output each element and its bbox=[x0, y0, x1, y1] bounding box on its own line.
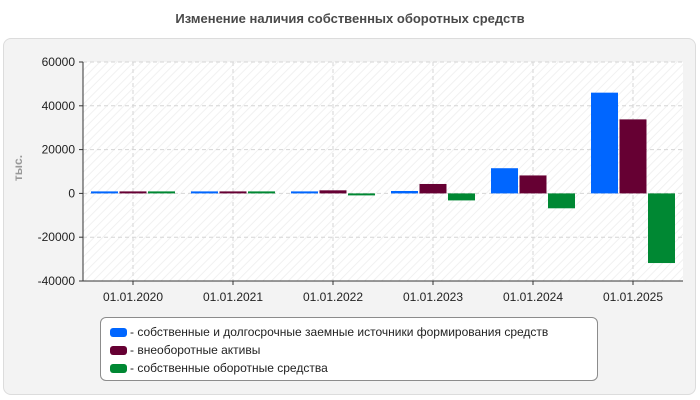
bar-series-0-01.01.2020 bbox=[91, 191, 118, 194]
bar-series-0-01.01.2021 bbox=[191, 191, 218, 194]
legend-item-noncurrent-assets: - внеоборотные активы bbox=[110, 341, 597, 359]
y-tick-label: -20000 bbox=[38, 230, 76, 244]
bar-series-1-01.01.2021 bbox=[219, 191, 247, 194]
bar-series-2-01.01.2024 bbox=[548, 193, 575, 209]
legend-label-noncurrent-assets: - внеоборотные активы bbox=[130, 343, 261, 357]
x-tick-label: 01.01.2024 bbox=[503, 290, 563, 304]
x-tick-label: 01.01.2022 bbox=[303, 290, 363, 304]
bar-series-2-01.01.2021 bbox=[248, 191, 275, 194]
bar-series-2-01.01.2022 bbox=[348, 193, 375, 196]
bar-series-2-01.01.2020 bbox=[148, 191, 175, 194]
x-tick-label: 01.01.2025 bbox=[603, 290, 663, 304]
y-axis-label: тыс. bbox=[11, 155, 25, 181]
x-tick-label: 01.01.2020 bbox=[103, 290, 163, 304]
bar-series-0-01.01.2025 bbox=[591, 92, 618, 194]
plot-area bbox=[83, 62, 683, 281]
legend-label-sources: - собственные и долгосрочные заемные ист… bbox=[130, 325, 549, 339]
legend-swatch-sources bbox=[110, 327, 127, 337]
y-tick-label: -40000 bbox=[38, 274, 76, 288]
bar-series-1-01.01.2022 bbox=[319, 190, 347, 194]
bar-series-0-01.01.2023 bbox=[391, 190, 418, 194]
legend-item-sources: - собственные и долгосрочные заемные ист… bbox=[110, 323, 597, 341]
y-tick-label: 60000 bbox=[42, 55, 76, 69]
legend-swatch-working-capital bbox=[110, 363, 127, 373]
chart-title: Изменение наличия собственных оборотных … bbox=[175, 11, 525, 26]
x-tick-label: 01.01.2021 bbox=[203, 290, 263, 304]
bar-series-2-01.01.2025 bbox=[648, 193, 675, 264]
bar-series-0-01.01.2022 bbox=[291, 191, 318, 194]
x-tick-label: 01.01.2023 bbox=[403, 290, 463, 304]
y-tick-label: 40000 bbox=[42, 99, 76, 113]
chart-legend: - собственные и долгосрочные заемные ист… bbox=[100, 317, 598, 381]
y-tick-label: 20000 bbox=[42, 143, 76, 157]
y-tick-label: 0 bbox=[68, 186, 75, 200]
bar-series-2-01.01.2023 bbox=[448, 193, 475, 201]
bar-series-1-01.01.2020 bbox=[119, 191, 147, 194]
legend-item-working-capital: - собственные оборотные средства bbox=[110, 359, 597, 377]
bar-series-1-01.01.2025 bbox=[619, 119, 647, 194]
bar-series-1-01.01.2024 bbox=[519, 175, 547, 194]
legend-swatch-noncurrent-assets bbox=[110, 345, 127, 355]
bar-series-1-01.01.2023 bbox=[419, 183, 447, 194]
legend-label-working-capital: - собственные оборотные средства bbox=[130, 361, 328, 375]
bar-series-0-01.01.2024 bbox=[491, 168, 518, 194]
